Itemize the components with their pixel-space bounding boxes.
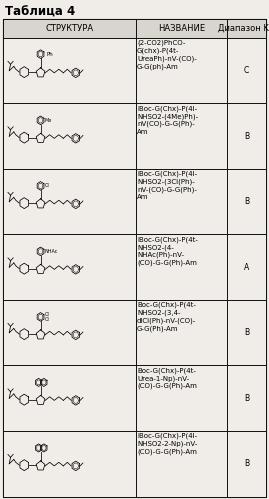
Bar — [136, 103, 227, 169]
Text: B: B — [244, 328, 249, 337]
Text: Cl: Cl — [45, 316, 49, 321]
Bar — [227, 235, 266, 300]
Text: B: B — [244, 132, 249, 141]
Text: B: B — [244, 197, 249, 206]
Bar — [227, 103, 266, 169]
Bar — [136, 431, 227, 497]
Text: iBoc-G(Chx)-P(4t-
NHSO2-(4-
NHAc(Ph)-nV-
(CO)-G-G(Ph)-Am: iBoc-G(Chx)-P(4t- NHSO2-(4- NHAc(Ph)-nV-… — [137, 237, 198, 266]
Bar — [136, 300, 227, 365]
Bar — [3, 235, 136, 300]
Bar — [3, 103, 136, 169]
Text: Ph: Ph — [46, 52, 53, 57]
Bar — [136, 365, 227, 431]
Bar — [3, 365, 136, 431]
Bar — [227, 19, 266, 38]
Text: Cl: Cl — [45, 311, 49, 316]
Bar — [227, 365, 266, 431]
Bar — [227, 300, 266, 365]
Bar — [3, 300, 136, 365]
Bar — [136, 38, 227, 103]
Text: iBoc-G(Chx)-P(4l-
NHSO2-2-Np)-nV-
(CO)-G-G(Ph)-Am: iBoc-G(Chx)-P(4l- NHSO2-2-Np)-nV- (CO)-G… — [137, 433, 197, 455]
Text: NHAc: NHAc — [45, 249, 58, 254]
Text: iBoc-G(Chx)-P(4l-
NHSO2-(3Cl(Ph)-
nV-(CO)-G-G(Ph)-
Am: iBoc-G(Chx)-P(4l- NHSO2-(3Cl(Ph)- nV-(CO… — [137, 171, 197, 200]
Bar — [136, 19, 227, 38]
Text: Таблица 4: Таблица 4 — [5, 6, 76, 19]
Bar — [227, 38, 266, 103]
Text: Boc-G(Chx)-P(4t-
NHSO2-(3,4-
dlCl(Ph)-nV-(CO)-
G-G(Ph)-Am: Boc-G(Chx)-P(4t- NHSO2-(3,4- dlCl(Ph)-nV… — [137, 302, 196, 332]
Text: Cl: Cl — [45, 184, 49, 189]
Text: B: B — [244, 394, 249, 403]
Text: Boc-G(Chx)-P(4t-
Urea-1-Np)-nV-
(CO)-G-G(Ph)-Am: Boc-G(Chx)-P(4t- Urea-1-Np)-nV- (CO)-G-G… — [137, 367, 197, 390]
Text: СТРУКТУРА: СТРУКТУРА — [45, 24, 93, 33]
Bar — [3, 38, 136, 103]
Text: Диапазон Ki*: Диапазон Ki* — [218, 24, 269, 33]
Bar — [3, 431, 136, 497]
Text: A: A — [244, 262, 249, 272]
Bar — [227, 431, 266, 497]
Text: Me: Me — [45, 118, 52, 123]
Text: C: C — [244, 66, 249, 75]
Text: НАЗВАНИЕ: НАЗВАНИЕ — [158, 24, 205, 33]
Bar — [227, 169, 266, 235]
Bar — [136, 235, 227, 300]
Text: B: B — [244, 459, 249, 468]
Bar — [136, 169, 227, 235]
Text: iBoc-G(Chx)-P(4l-
NHSO2-(4Me)Ph)-
nV(CO)-G-G(Ph)-
Am: iBoc-G(Chx)-P(4l- NHSO2-(4Me)Ph)- nV(CO)… — [137, 105, 198, 135]
Text: (2-CO2)PhCO-
G(chx)-P(4t-
UreaPh)-nV-(CO)-
G-G(ph)-Am: (2-CO2)PhCO- G(chx)-P(4t- UreaPh)-nV-(CO… — [137, 40, 197, 70]
Bar — [3, 169, 136, 235]
Bar — [3, 19, 136, 38]
